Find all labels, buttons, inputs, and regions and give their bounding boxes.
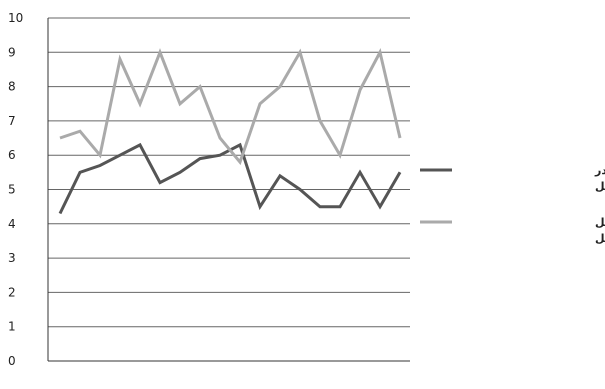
y-tick-label: 5 bbox=[8, 183, 16, 197]
y-tick-labels: 0 1 2 3 4 5 6 7 8 9 10 bbox=[8, 11, 23, 368]
grid-lines bbox=[48, 17, 410, 328]
legend-label-1: هوشیاری کامل بعد از عمل در bbox=[594, 164, 605, 177]
y-tick-label: 0 bbox=[8, 354, 16, 368]
series-line-2 bbox=[59, 48, 402, 166]
legend-label-1: گروه میدازولام پروپوفل bbox=[595, 180, 605, 193]
series-lines bbox=[58, 48, 402, 215]
legend: هوشیاری کامل بعد از عمل در گروه میدازولام… bbox=[420, 164, 605, 245]
y-tick-label: 4 bbox=[8, 217, 16, 231]
legend-label-2: هوشیاری کامل در گروه فنتانیل bbox=[595, 216, 605, 229]
legend-label-2: پروپوفل bbox=[595, 232, 605, 245]
y-tick-label: 9 bbox=[8, 45, 16, 59]
y-tick-label: 7 bbox=[8, 114, 16, 128]
axes bbox=[47, 18, 410, 362]
y-tick-label: 2 bbox=[8, 285, 16, 299]
y-tick-label: 8 bbox=[8, 80, 16, 94]
y-tick-label: 6 bbox=[8, 148, 16, 162]
y-tick-label: 1 bbox=[8, 320, 16, 334]
y-tick-label: 3 bbox=[8, 251, 16, 265]
y-tick-label: 10 bbox=[8, 11, 23, 25]
